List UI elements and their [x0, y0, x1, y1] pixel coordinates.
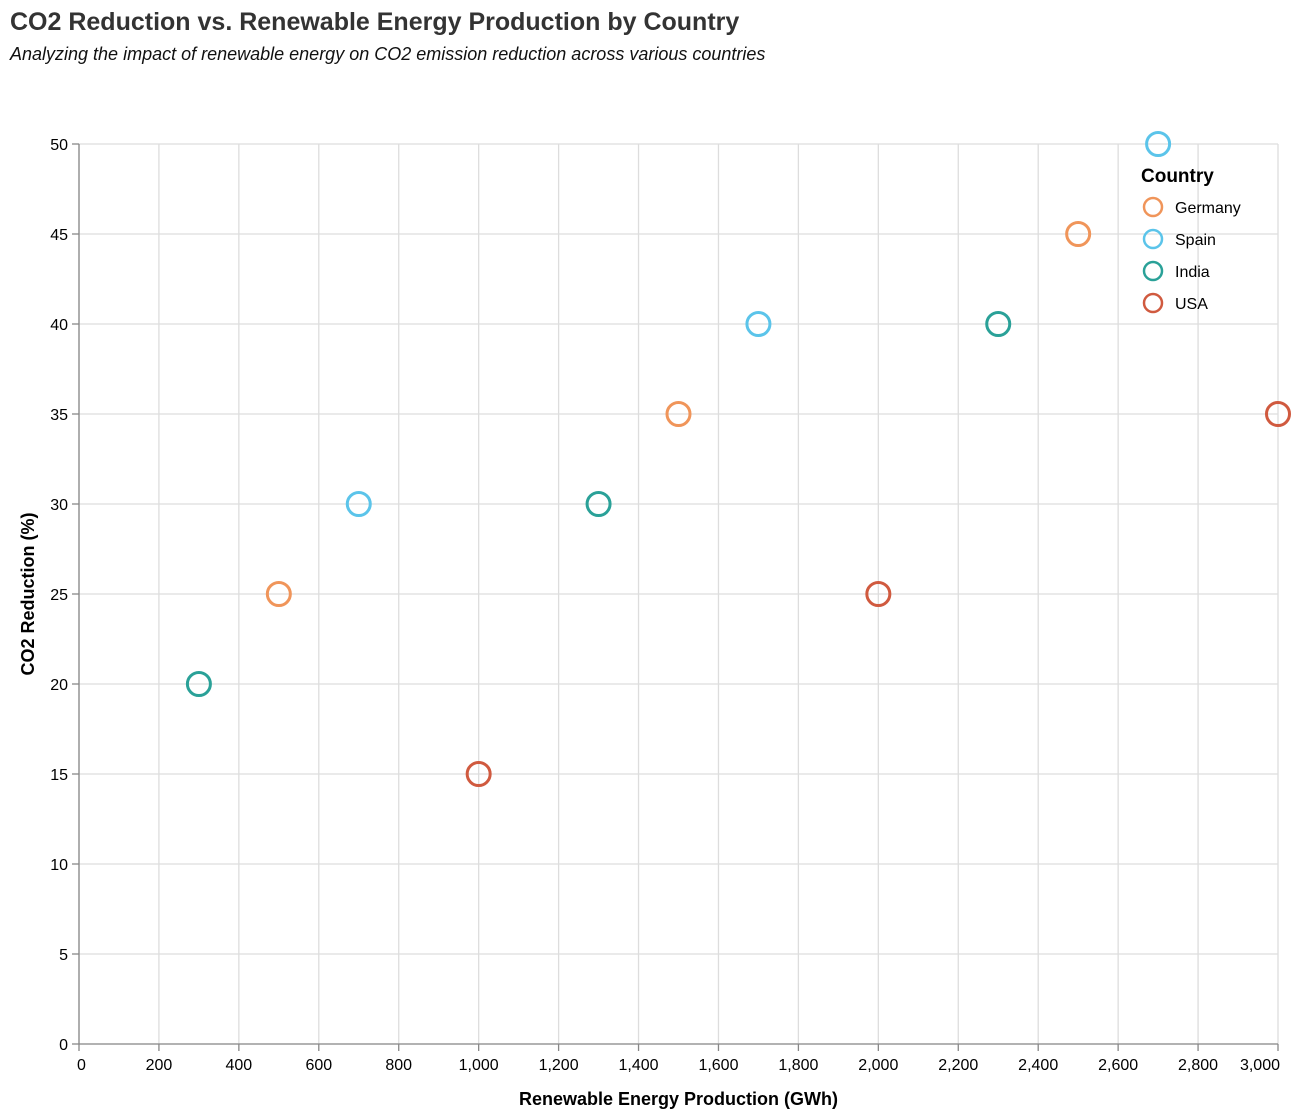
y-tick-label: 50: [50, 137, 68, 154]
legend: Country Germany Spain India USA: [1141, 166, 1241, 314]
data-point-usa[interactable]: [1265, 401, 1291, 427]
data-point-india[interactable]: [185, 671, 212, 697]
y-tick-label: 10: [50, 857, 68, 874]
data-point-spain[interactable]: [1145, 131, 1172, 157]
y-tick-label: 5: [59, 947, 68, 964]
legend-symbol-india: [1142, 260, 1164, 282]
y-tick-label: 45: [50, 227, 68, 244]
y-tick-label: 40: [50, 317, 68, 334]
data-point-india[interactable]: [585, 491, 612, 517]
x-tick-label: 2,200: [938, 1057, 978, 1074]
y-tick-label: 25: [50, 587, 68, 604]
y-tick-label: 0: [59, 1037, 68, 1054]
x-tick-label: 1,800: [778, 1057, 818, 1074]
data-point-germany[interactable]: [665, 401, 692, 427]
x-tick-label: 1,200: [539, 1057, 579, 1074]
y-tick-label: 35: [50, 407, 68, 424]
data-point-germany[interactable]: [265, 581, 292, 607]
data-point-germany[interactable]: [1065, 221, 1092, 247]
legend-label-spain: Spain: [1175, 232, 1216, 249]
legend-symbol-usa: [1142, 292, 1164, 314]
grid: [78, 143, 1279, 1045]
x-tick-label: 3,000: [1240, 1057, 1280, 1074]
x-axis-title: Renewable Energy Production (GWh): [519, 1089, 838, 1109]
y-axis-ticks: 0 5 10 15 20 25 30 35 40 45 50: [50, 137, 79, 1054]
chart-title: CO2 Reduction vs. Renewable Energy Produ…: [10, 8, 740, 36]
legend-title: Country: [1141, 166, 1214, 187]
data-point-spain[interactable]: [745, 311, 772, 337]
legend-symbol-spain: [1142, 228, 1164, 250]
x-tick-label: 200: [146, 1057, 173, 1074]
x-tick-label: 800: [385, 1057, 412, 1074]
data-point-india[interactable]: [985, 311, 1012, 337]
x-axis-ticks: 0 200 400 600 800 1,000 1,200 1,400 1,600 1,800 2,…: [77, 1044, 1280, 1074]
x-tick-label: 2,400: [1018, 1057, 1058, 1074]
x-tick-label: 600: [305, 1057, 332, 1074]
y-axis-title: CO2 Reduction (%): [18, 512, 38, 675]
x-tick-label: 1,000: [459, 1057, 499, 1074]
x-tick-label: 2,800: [1178, 1057, 1218, 1074]
chart-subtitle: Analyzing the impact of renewable energy…: [10, 44, 766, 64]
data-point-spain[interactable]: [345, 491, 372, 517]
x-tick-label: 0: [77, 1057, 86, 1074]
legend-label-germany: Germany: [1175, 200, 1241, 217]
y-tick-label: 15: [50, 767, 68, 784]
x-tick-label: 2,000: [858, 1057, 898, 1074]
y-tick-label: 20: [50, 677, 68, 694]
x-tick-label: 1,600: [698, 1057, 738, 1074]
data-points: [185, 131, 1291, 787]
data-point-usa[interactable]: [865, 581, 892, 607]
x-tick-label: 400: [226, 1057, 253, 1074]
legend-label-india: India: [1175, 264, 1210, 281]
x-tick-label: 1,400: [619, 1057, 659, 1074]
data-point-usa[interactable]: [465, 761, 492, 787]
y-tick-label: 30: [50, 497, 68, 514]
legend-label-usa: USA: [1175, 296, 1208, 313]
legend-symbol-germany: [1142, 196, 1164, 218]
x-tick-label: 2,600: [1098, 1057, 1138, 1074]
